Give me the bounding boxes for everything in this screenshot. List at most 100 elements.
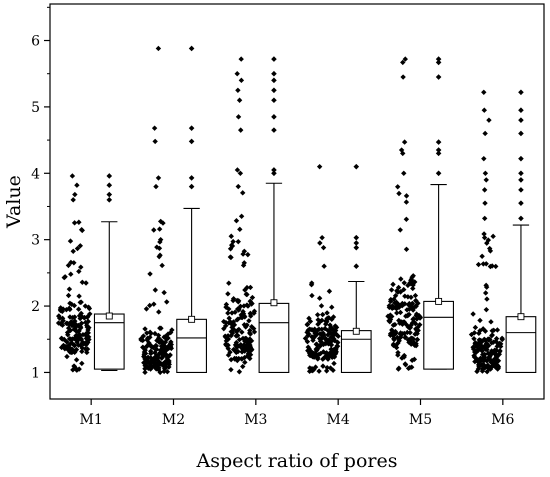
data-point bbox=[488, 359, 494, 365]
data-point bbox=[404, 307, 410, 313]
data-point bbox=[481, 187, 488, 193]
data-point bbox=[234, 167, 241, 173]
data-point bbox=[472, 324, 479, 331]
data-point bbox=[481, 231, 487, 237]
data-point bbox=[489, 263, 495, 269]
data-point bbox=[167, 352, 173, 358]
data-point bbox=[60, 342, 67, 349]
data-point bbox=[161, 289, 167, 296]
data-point bbox=[310, 334, 317, 341]
data-point bbox=[74, 182, 80, 188]
data-point bbox=[69, 322, 75, 329]
data-point bbox=[142, 350, 149, 357]
data-point bbox=[311, 353, 318, 360]
data-point bbox=[67, 336, 73, 342]
data-point bbox=[410, 273, 416, 279]
data-point bbox=[71, 342, 78, 348]
x-tick-label: M6 bbox=[491, 412, 514, 428]
data-point bbox=[480, 326, 486, 332]
data-point bbox=[401, 170, 407, 176]
data-point bbox=[234, 357, 241, 364]
outlier-point bbox=[106, 197, 113, 203]
data-point bbox=[395, 284, 402, 291]
data-point bbox=[390, 329, 396, 335]
outlier-point bbox=[518, 89, 524, 96]
data-point bbox=[246, 330, 253, 336]
data-point bbox=[225, 310, 231, 316]
data-point bbox=[493, 263, 499, 270]
data-point bbox=[396, 365, 402, 371]
data-point bbox=[159, 340, 165, 347]
data-point bbox=[165, 335, 171, 341]
data-point bbox=[408, 364, 415, 370]
data-point bbox=[481, 234, 488, 241]
data-point bbox=[235, 298, 242, 304]
series-M5-points bbox=[385, 56, 424, 372]
series-M2-box bbox=[176, 45, 207, 373]
data-point bbox=[481, 337, 487, 343]
data-point bbox=[316, 368, 322, 374]
data-point bbox=[236, 337, 243, 343]
data-point bbox=[403, 193, 410, 199]
y-tick-label: 6 bbox=[31, 34, 40, 50]
data-point bbox=[398, 276, 404, 282]
outlier-point bbox=[518, 107, 524, 114]
data-point bbox=[331, 337, 338, 344]
data-point bbox=[65, 292, 72, 299]
y-tick-label: 4 bbox=[31, 166, 40, 182]
data-point bbox=[319, 234, 325, 241]
data-point bbox=[316, 163, 323, 170]
data-point bbox=[142, 362, 148, 369]
data-point bbox=[83, 330, 89, 337]
data-point bbox=[236, 97, 243, 103]
data-point bbox=[68, 259, 74, 266]
data-point bbox=[238, 213, 245, 219]
data-point bbox=[243, 335, 249, 342]
data-point bbox=[485, 237, 492, 243]
data-point bbox=[75, 306, 82, 312]
data-point bbox=[249, 294, 256, 301]
data-point bbox=[326, 339, 332, 345]
data-point bbox=[309, 292, 315, 299]
outlier-point bbox=[271, 56, 277, 62]
data-point bbox=[69, 173, 76, 179]
data-point bbox=[233, 339, 240, 346]
data-point bbox=[79, 360, 85, 367]
series-M1-points bbox=[55, 173, 93, 373]
data-point bbox=[152, 138, 158, 145]
data-point bbox=[331, 360, 337, 367]
data-point bbox=[415, 324, 421, 331]
data-point bbox=[410, 285, 416, 292]
data-point bbox=[306, 331, 312, 337]
data-point bbox=[145, 354, 151, 361]
outlier-point bbox=[518, 117, 524, 123]
data-point bbox=[471, 330, 478, 336]
data-point bbox=[164, 299, 170, 305]
data-point bbox=[235, 307, 242, 313]
data-point bbox=[140, 333, 147, 339]
data-point bbox=[414, 328, 420, 334]
data-point bbox=[234, 327, 241, 333]
outlier-point bbox=[518, 155, 524, 162]
data-point bbox=[75, 342, 82, 348]
data-point bbox=[314, 327, 321, 333]
y-tick-label: 3 bbox=[31, 233, 40, 249]
data-point bbox=[330, 367, 336, 373]
x-tick-label: M3 bbox=[244, 412, 267, 428]
data-point bbox=[404, 329, 410, 336]
data-point bbox=[305, 327, 312, 333]
data-point bbox=[477, 317, 483, 324]
data-point bbox=[148, 348, 154, 354]
data-point bbox=[160, 220, 166, 226]
data-point bbox=[141, 353, 147, 360]
data-point bbox=[238, 56, 244, 62]
series-M5-box bbox=[423, 56, 454, 370]
data-point bbox=[494, 327, 501, 333]
data-point bbox=[76, 293, 82, 299]
data-point bbox=[332, 323, 338, 329]
data-point bbox=[84, 349, 90, 356]
data-point bbox=[84, 313, 91, 320]
data-point bbox=[309, 280, 315, 286]
data-point bbox=[227, 319, 234, 325]
data-point bbox=[240, 190, 246, 196]
